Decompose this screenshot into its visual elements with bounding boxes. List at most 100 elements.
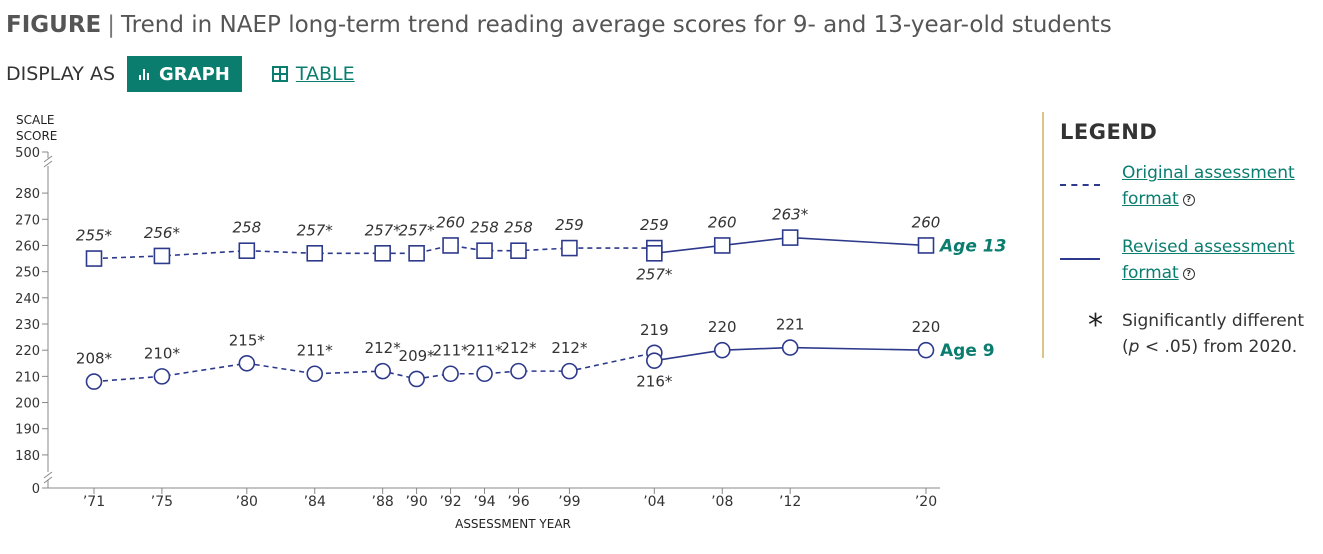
data-label: 220 — [708, 318, 737, 336]
data-point-circle — [646, 352, 663, 369]
data-point-circle — [153, 368, 171, 385]
solid-line-swatch — [1060, 258, 1100, 260]
data-point-square — [408, 245, 425, 262]
data-point-circle — [781, 339, 799, 356]
figure-label: FIGURE — [6, 12, 102, 38]
legend-original-text: Original assessment format? — [1122, 160, 1312, 212]
data-label: 215* — [229, 331, 266, 349]
data-point-square — [646, 245, 663, 262]
x-tick-label: ’04 — [643, 494, 665, 510]
data-label: 260 — [708, 213, 737, 231]
display-toggle: DISPLAY AS GRAPH TABLE — [6, 56, 355, 92]
data-label: 257* — [636, 265, 673, 283]
data-point-square — [510, 242, 527, 259]
data-point-circle — [374, 362, 391, 380]
data-point-square — [306, 245, 324, 262]
data-label: 211* — [433, 342, 470, 360]
y-tick-label: 270 — [15, 213, 40, 228]
data-label: 259 — [640, 216, 669, 234]
x-tick-label: ’84 — [304, 494, 326, 510]
x-tick-label: ’92 — [439, 494, 461, 510]
data-label: 257* — [365, 221, 402, 239]
y-tick-label: 230 — [15, 318, 40, 333]
y-tick-label: 190 — [15, 423, 40, 438]
y-tick-label: 0 — [32, 482, 40, 497]
data-label: 258 — [470, 219, 499, 237]
data-label: 221 — [776, 316, 805, 334]
x-tick-label: ’12 — [779, 494, 801, 510]
data-label: 255* — [76, 227, 113, 245]
series-name-label: Age 13 — [938, 236, 1006, 256]
data-point-square — [238, 242, 256, 259]
data-point-square — [374, 245, 391, 262]
y-tick-label: 500 — [15, 146, 40, 161]
series-name-label: Age 9 — [940, 341, 995, 361]
x-tick-label: ’90 — [405, 494, 427, 510]
graph-button[interactable]: GRAPH — [127, 56, 242, 92]
series-line-revised — [654, 236, 927, 255]
data-label: 209* — [399, 347, 436, 365]
x-tick-label: ’88 — [372, 494, 394, 510]
y-tick-label: 280 — [15, 187, 40, 202]
table-button-label: TABLE — [295, 63, 355, 85]
data-point-square — [713, 237, 731, 254]
y-axis-title-line2: SCORE — [16, 129, 57, 143]
y-tick-label: 210 — [15, 370, 40, 385]
data-point-circle — [713, 341, 731, 359]
asterisk-symbol: * — [1088, 308, 1103, 343]
help-circle-icon[interactable]: ? — [1182, 194, 1195, 206]
display-as-label: DISPLAY AS — [6, 63, 115, 85]
data-point-square — [153, 247, 171, 265]
revised-format-link[interactable]: Revised assessment format — [1122, 237, 1295, 283]
series-line-original — [93, 244, 655, 260]
data-point-square — [781, 229, 799, 246]
data-label: 208* — [76, 350, 113, 368]
table-icon — [271, 66, 288, 82]
x-tick-label: ’80 — [236, 494, 258, 510]
data-label: 263* — [772, 206, 809, 224]
data-label: 258 — [232, 219, 261, 237]
series-line-revised — [654, 346, 927, 362]
data-point-square — [442, 237, 459, 254]
x-tick-label: ’99 — [558, 494, 580, 510]
data-point-circle — [238, 354, 256, 372]
y-tick-label: 220 — [15, 344, 40, 359]
data-point-circle — [442, 365, 459, 383]
data-label: 260 — [912, 213, 941, 231]
x-axis-title: ASSESSMENT YEAR — [455, 517, 571, 531]
data-point-circle — [476, 365, 493, 383]
x-tick-label: ’75 — [151, 494, 173, 510]
data-point-circle — [917, 341, 935, 359]
y-axis-break-top — [43, 155, 53, 168]
data-label: 211* — [297, 342, 334, 360]
data-point-square — [476, 242, 493, 259]
legend-revised-text: Revised assessment format? — [1122, 234, 1312, 286]
data-label: 259 — [555, 216, 584, 234]
data-label: 257* — [297, 221, 334, 239]
figure-title: FIGURE | Trend in NAEP long-term trend rea… — [6, 12, 1112, 38]
x-tick-label: ’96 — [507, 494, 529, 510]
original-format-link[interactable]: Original assessment format — [1122, 163, 1295, 209]
data-point-circle — [510, 362, 527, 380]
data-point-square — [917, 237, 935, 254]
data-label: 220 — [912, 318, 941, 336]
data-point-circle — [85, 373, 103, 390]
data-point-circle — [561, 362, 578, 380]
figure-title-text: Trend in NAEP long-term trend reading av… — [121, 12, 1112, 38]
data-label: 212* — [500, 339, 537, 357]
legend: LEGEND Original assessment format? Revis… — [1042, 112, 1314, 358]
x-tick-label: ’20 — [915, 494, 937, 510]
data-label: 256* — [144, 224, 181, 242]
y-tick-label: 250 — [15, 266, 40, 281]
data-label: 212* — [551, 339, 588, 357]
data-point-circle — [408, 370, 425, 388]
title-separator: | — [107, 12, 115, 38]
table-button[interactable]: TABLE — [271, 63, 355, 85]
help-circle-icon[interactable]: ? — [1182, 268, 1195, 280]
data-label: 210* — [144, 344, 181, 362]
bar-chart-icon — [139, 68, 149, 80]
y-tick-label: 260 — [15, 239, 40, 254]
data-point-circle — [306, 365, 324, 383]
data-label: 216* — [636, 373, 673, 391]
x-tick-label: ’71 — [83, 494, 105, 510]
